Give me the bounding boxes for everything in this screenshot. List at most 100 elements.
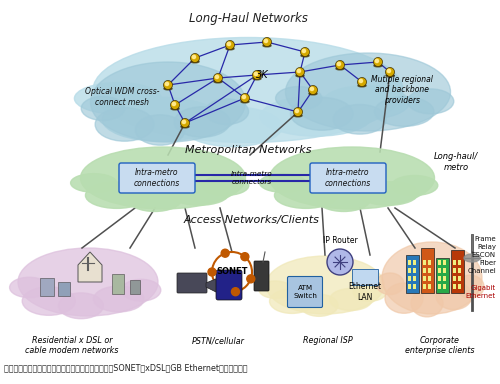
Ellipse shape [170, 182, 229, 205]
Ellipse shape [290, 98, 353, 130]
Ellipse shape [102, 98, 220, 141]
Ellipse shape [408, 89, 454, 114]
Ellipse shape [276, 86, 322, 110]
Bar [428, 276, 431, 281]
Ellipse shape [58, 293, 104, 319]
Ellipse shape [93, 38, 403, 142]
Bar [423, 284, 426, 289]
Circle shape [232, 288, 239, 296]
Circle shape [182, 120, 186, 124]
Ellipse shape [18, 248, 158, 316]
Circle shape [212, 252, 252, 292]
Bar [413, 268, 416, 273]
Circle shape [247, 275, 255, 283]
Ellipse shape [374, 97, 434, 126]
Circle shape [226, 40, 234, 50]
Circle shape [374, 58, 382, 66]
Ellipse shape [374, 65, 382, 67]
Bar [423, 268, 426, 273]
Circle shape [216, 75, 218, 79]
Text: Gigabit
Ethernet: Gigabit Ethernet [466, 285, 496, 299]
Ellipse shape [336, 67, 344, 70]
Bar [458, 276, 461, 281]
Ellipse shape [301, 55, 309, 57]
Text: 註：都會、長距採光纖形式，而在用戶端則為有線的SONET、xDSL、GB Ethernet或無線的傳輸: 註：都會、長距採光纖形式，而在用戶端則為有線的SONET、xDSL、GB Eth… [4, 363, 248, 372]
Bar [352, 269, 378, 285]
Text: Intra-metro
connectors: Intra-metro connectors [231, 172, 273, 184]
Bar [408, 284, 411, 289]
Text: Residential x DSL or
cable modem networks: Residential x DSL or cable modem network… [26, 336, 118, 356]
Bar [408, 276, 411, 281]
Ellipse shape [81, 96, 124, 121]
Ellipse shape [263, 44, 271, 47]
Circle shape [166, 82, 168, 86]
Bar [413, 276, 416, 281]
Text: IP Router: IP Router [322, 236, 358, 245]
Bar [453, 276, 456, 281]
FancyBboxPatch shape [310, 163, 386, 193]
Ellipse shape [330, 288, 372, 311]
Circle shape [296, 109, 298, 113]
Ellipse shape [164, 87, 172, 90]
Circle shape [242, 95, 246, 99]
Circle shape [338, 62, 340, 66]
Bar [443, 276, 446, 281]
Ellipse shape [286, 53, 450, 131]
Ellipse shape [274, 182, 337, 209]
Circle shape [376, 59, 378, 63]
Ellipse shape [270, 289, 314, 313]
Bar [436, 258, 449, 293]
Text: Optical WDM cross-
connect mesh: Optical WDM cross- connect mesh [85, 87, 159, 107]
Circle shape [221, 249, 229, 257]
Circle shape [172, 102, 176, 106]
Ellipse shape [241, 100, 249, 103]
Ellipse shape [22, 287, 76, 315]
Ellipse shape [354, 283, 386, 301]
Ellipse shape [191, 60, 199, 63]
Bar [408, 268, 411, 273]
Ellipse shape [136, 115, 185, 145]
Ellipse shape [205, 99, 248, 124]
FancyBboxPatch shape [216, 270, 242, 300]
Bar [408, 260, 411, 265]
Ellipse shape [174, 107, 230, 137]
Circle shape [386, 68, 394, 76]
Bar [40, 278, 54, 296]
Ellipse shape [80, 147, 245, 209]
Circle shape [241, 253, 249, 261]
Circle shape [208, 268, 216, 276]
Ellipse shape [260, 174, 306, 192]
Bar [458, 284, 461, 289]
Circle shape [264, 39, 268, 43]
Ellipse shape [392, 175, 438, 195]
Text: ATM
Switch: ATM Switch [293, 285, 317, 298]
Ellipse shape [183, 107, 282, 147]
Ellipse shape [86, 182, 148, 209]
Ellipse shape [214, 80, 222, 83]
Text: Intra-metro
connections: Intra-metro connections [134, 168, 180, 188]
Ellipse shape [386, 74, 394, 77]
Polygon shape [78, 252, 102, 282]
Polygon shape [206, 278, 218, 293]
Bar [423, 276, 426, 281]
Ellipse shape [464, 254, 480, 262]
FancyBboxPatch shape [177, 273, 207, 293]
Ellipse shape [181, 125, 189, 128]
Circle shape [336, 61, 344, 70]
Bar [453, 260, 456, 265]
FancyBboxPatch shape [288, 276, 322, 308]
Bar [451, 250, 464, 293]
Circle shape [308, 86, 318, 94]
Ellipse shape [309, 92, 317, 95]
Text: Ethernet
LAN: Ethernet LAN [348, 282, 382, 302]
Bar [112, 274, 124, 294]
Bar [458, 260, 461, 265]
Circle shape [302, 49, 306, 53]
Bar [438, 276, 441, 281]
Bar [130, 280, 140, 294]
Text: Intra-metro
connections: Intra-metro connections [325, 168, 371, 188]
Ellipse shape [10, 277, 49, 298]
Bar [443, 260, 446, 265]
Text: Frame
Relay
ESCON
Fiber
Channel: Frame Relay ESCON Fiber Channel [467, 236, 496, 274]
Ellipse shape [70, 174, 117, 192]
